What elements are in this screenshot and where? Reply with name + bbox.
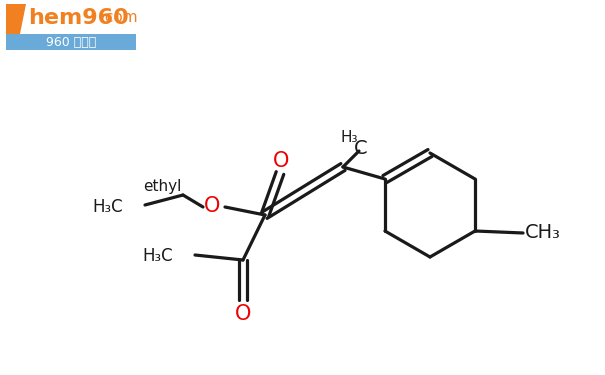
Text: ethyl: ethyl — [143, 178, 181, 194]
Text: H₃C: H₃C — [93, 198, 123, 216]
Text: O: O — [204, 196, 220, 216]
Text: .com: .com — [100, 10, 137, 26]
Text: H₃: H₃ — [340, 129, 358, 144]
Text: H₃C: H₃C — [142, 247, 173, 265]
Text: 960 化工网: 960 化工网 — [46, 36, 96, 48]
Text: hem960: hem960 — [28, 8, 129, 28]
Text: C: C — [354, 140, 368, 159]
Polygon shape — [6, 4, 26, 34]
Text: O: O — [235, 304, 251, 324]
Text: CH₃: CH₃ — [525, 224, 561, 243]
Text: O: O — [273, 151, 289, 171]
Polygon shape — [6, 34, 136, 50]
